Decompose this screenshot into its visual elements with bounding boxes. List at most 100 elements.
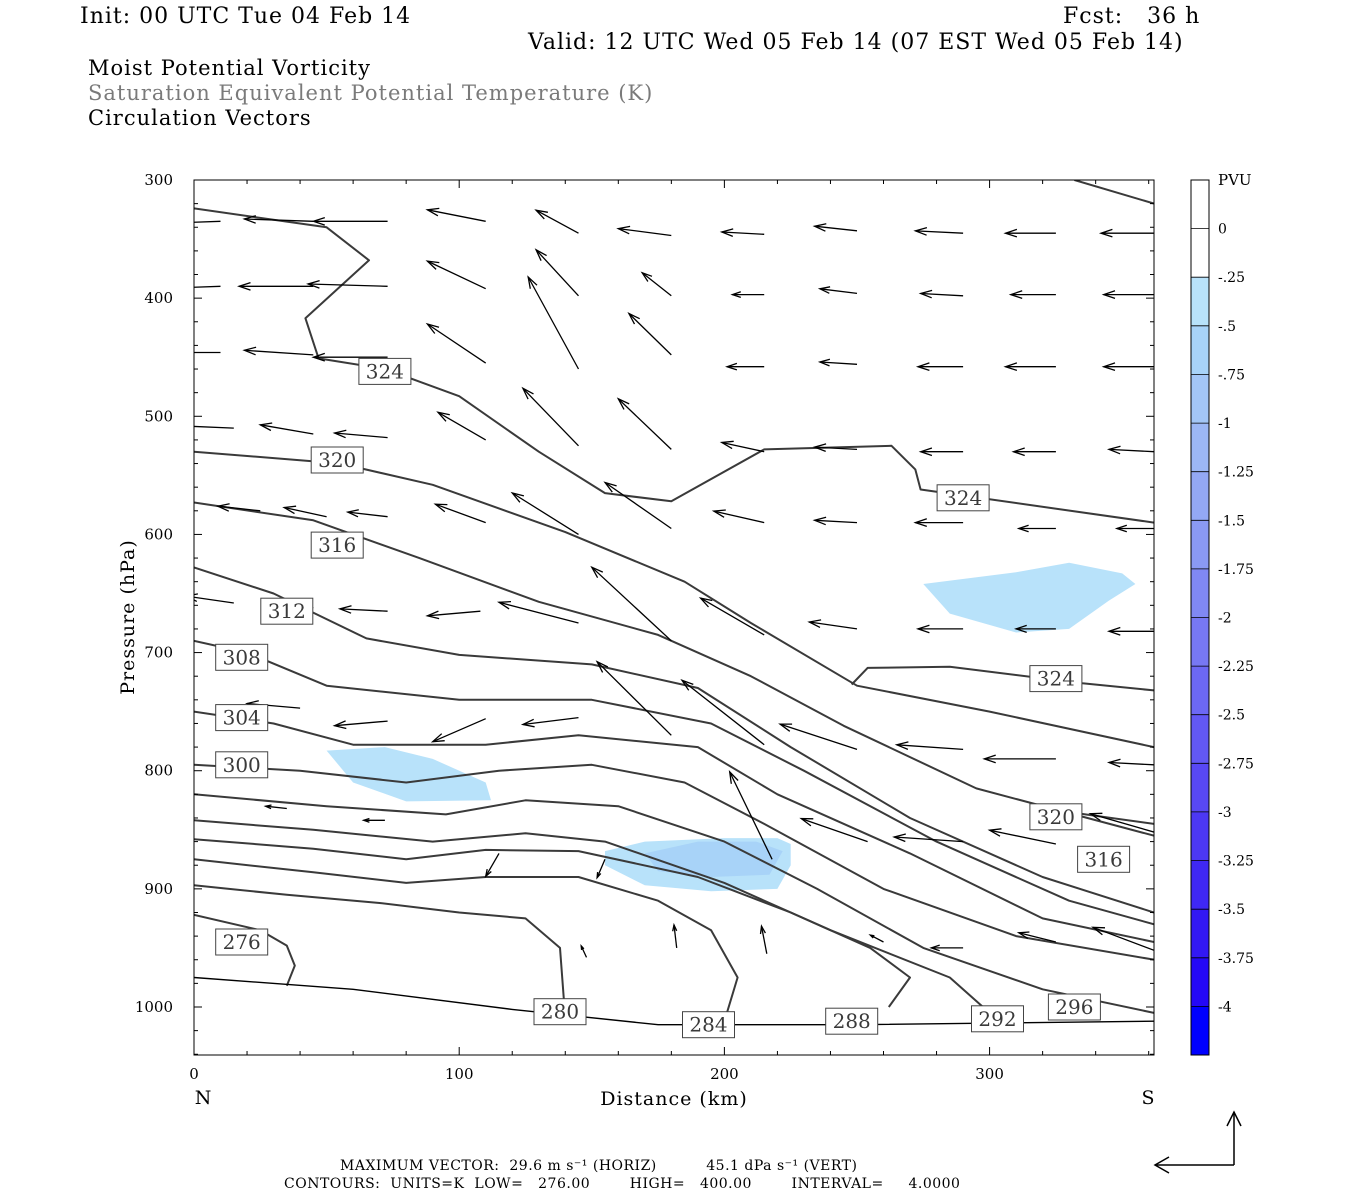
- theta-es-contour-284-13: [194, 858, 739, 1022]
- colorbar-label-4: -1: [1218, 416, 1232, 432]
- contour-label-308-4: 308: [215, 643, 269, 671]
- circulation-vector-11: [194, 285, 221, 288]
- theta-es-contour-320-4: [1068, 811, 1154, 825]
- colorbar-segment-15: [1191, 957, 1209, 1007]
- circulation-vector-83: [987, 828, 1057, 845]
- y-tick-label-500: 500: [144, 407, 173, 425]
- circulation-vector-17: [730, 291, 765, 299]
- circulation-vector-2: [311, 216, 388, 226]
- circulation-vector-31: [1003, 362, 1056, 372]
- circulation-vector-59: [496, 600, 579, 624]
- contour-label-320-15: 320: [1029, 803, 1083, 831]
- colorbar-label-11: -2.75: [1218, 756, 1254, 772]
- circulation-vector-89: [580, 944, 588, 958]
- circulation-vector-90: [672, 922, 678, 948]
- svg-text:276: 276: [223, 930, 261, 954]
- x-tick-label-100: 100: [445, 1065, 474, 1083]
- circulation-vector-86: [929, 944, 964, 952]
- circulation-vector-57: [337, 605, 388, 614]
- colorbar-segment-3: [1191, 374, 1209, 424]
- svg-text:308: 308: [223, 645, 261, 669]
- circulation-vector-16: [640, 271, 672, 297]
- circulation-vector-43: [1106, 445, 1154, 455]
- circulation-vector-51: [812, 516, 858, 526]
- contour-label-292-11: 292: [971, 1005, 1024, 1033]
- circulation-vector-21: [1101, 290, 1154, 300]
- contour-label-284-9: 284: [682, 1011, 735, 1039]
- circulation-vector-68: [430, 718, 486, 743]
- theta-es-contour-304-8: [194, 710, 1154, 943]
- circulation-vector-9: [1003, 228, 1056, 238]
- theta-es-contour-296-10: [194, 793, 1154, 1014]
- svg-text:316: 316: [1085, 847, 1123, 871]
- theta-es-contour-324-2: [850, 665, 1154, 692]
- y-tick-label-800: 800: [144, 762, 173, 780]
- circulation-vector-18: [817, 286, 858, 295]
- circulation-vector-39: [719, 440, 765, 453]
- circulation-vector-32: [1101, 362, 1154, 372]
- circulation-vector-33: [194, 425, 234, 429]
- circulation-vector-61: [698, 597, 765, 636]
- y-tick-label-900: 900: [144, 880, 173, 898]
- circulation-vector-54: [1114, 524, 1154, 533]
- theta-es-contour-320-3: [194, 450, 1154, 749]
- x-tick-label-200: 200: [710, 1065, 739, 1083]
- colorbar-label-3: -.75: [1218, 367, 1245, 383]
- svg-text:324: 324: [944, 486, 982, 510]
- circulation-vector-70: [595, 660, 672, 736]
- contour-label-324-14: 324: [1029, 665, 1083, 693]
- contour-label-316-16: 316: [1077, 845, 1131, 873]
- circulation-vector-64: [1014, 624, 1056, 634]
- circulation-vector-0: [194, 220, 221, 223]
- y-tick-label-600: 600: [144, 525, 173, 543]
- y-tick-label-1000: 1000: [135, 998, 173, 1016]
- circulation-vector-27: [627, 312, 672, 356]
- circulation-vector-1: [242, 215, 314, 224]
- colorbar-segment-9: [1191, 666, 1209, 716]
- contour-label-296-12: 296: [1047, 993, 1101, 1021]
- circulation-vector-85: [868, 934, 884, 943]
- circulation-vector-53: [1016, 524, 1056, 533]
- theta-es-contour-292-11: [194, 819, 991, 1014]
- circulation-vector-87: [1016, 931, 1057, 943]
- circulation-vector-26: [527, 275, 580, 370]
- circulation-vector-82: [892, 833, 964, 843]
- svg-text:288: 288: [833, 1009, 871, 1033]
- theta-es-contour-300-9: [194, 763, 1154, 961]
- circulation-vector-72: [778, 723, 858, 751]
- circulation-vector-47: [433, 503, 486, 524]
- theta-es-contour-324-0: [194, 207, 1154, 524]
- circulation-vector-88: [1091, 926, 1154, 951]
- y-tick-label-400: 400: [144, 289, 173, 307]
- circulation-vector-3: [425, 207, 486, 222]
- svg-text:320: 320: [1037, 805, 1075, 829]
- theta-es-contour-308-7: [194, 639, 1154, 926]
- circulation-vector-22: [194, 351, 221, 354]
- circulation-vector-14: [425, 260, 486, 290]
- circulation-vector-24: [311, 352, 388, 362]
- circulation-vector-52: [913, 518, 964, 528]
- circulation-vector-41: [918, 447, 964, 457]
- colorbar-label-14: -3.5: [1218, 902, 1245, 918]
- circulation-vector-63: [915, 624, 964, 634]
- circulation-vector-48: [510, 491, 579, 535]
- circulation-vector-23: [242, 346, 314, 356]
- circulation-vector-80: [728, 770, 773, 860]
- colorbar-segment-6: [1191, 520, 1209, 570]
- circulation-vector-34: [258, 422, 314, 435]
- circulation-vector-76: [263, 804, 287, 810]
- pv-region-1: [923, 562, 1136, 633]
- svg-text:316: 316: [318, 533, 356, 557]
- colorbar-label-0: 0: [1218, 222, 1227, 238]
- y-tick-label-700: 700: [144, 644, 173, 662]
- colorbar-label-10: -2.5: [1218, 708, 1245, 724]
- svg-text:284: 284: [689, 1013, 727, 1037]
- x-axis-title: Distance (km): [600, 1088, 748, 1110]
- colorbar-segment-top: [1191, 180, 1209, 229]
- contour-label-312-3: 312: [260, 597, 314, 625]
- colorbar-label-6: -1.5: [1218, 513, 1245, 529]
- y-tick-label-300: 300: [144, 171, 173, 189]
- contour-label-316-2: 316: [310, 531, 364, 559]
- init-time: Init: 00 UTC Tue 04 Feb 14: [80, 4, 412, 29]
